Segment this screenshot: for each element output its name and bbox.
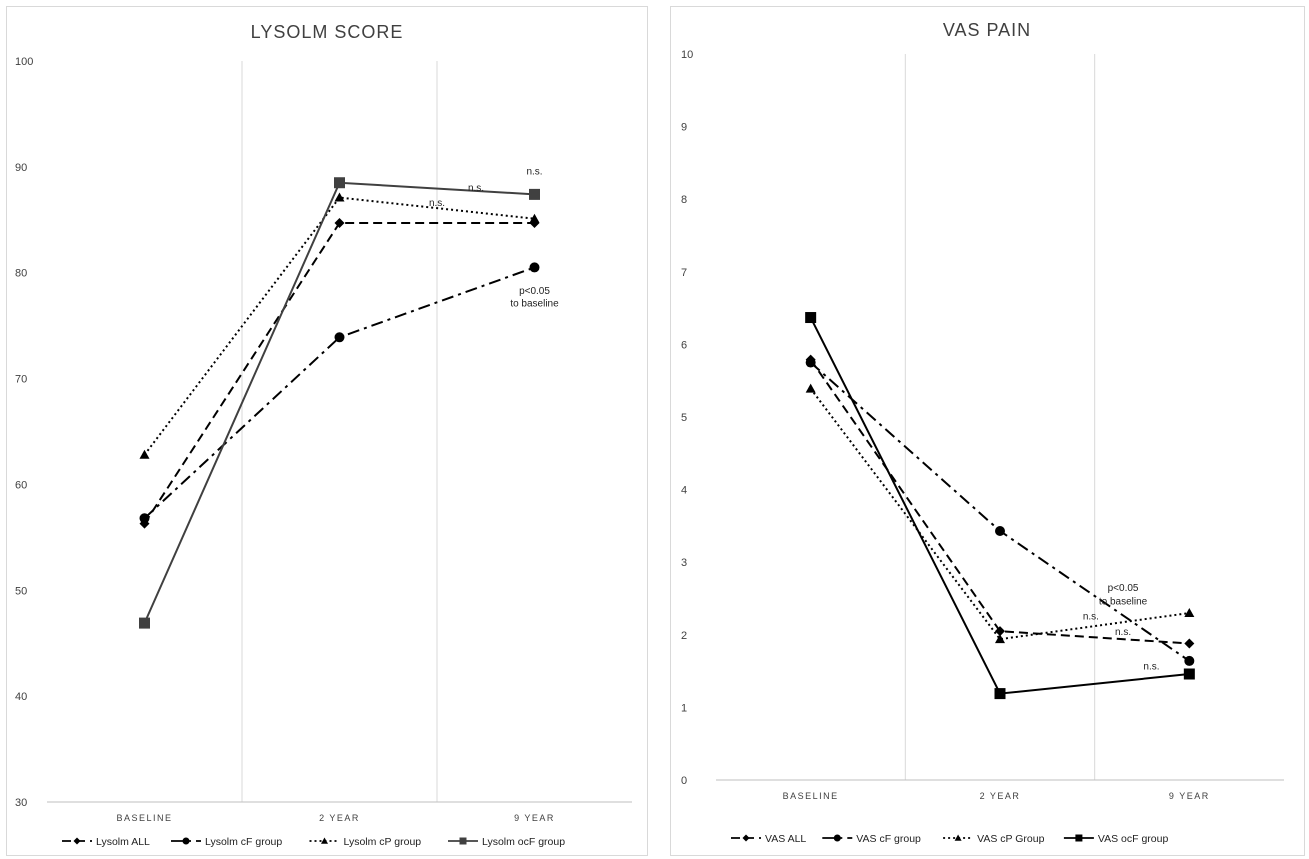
- lysolm-point-3-0: [139, 617, 150, 629]
- lysolm-annotation-0: n.s.: [526, 166, 542, 177]
- legend-marker-0: [742, 834, 750, 842]
- vas-legend-label-0: VAS ALL: [765, 833, 806, 845]
- vas-point-0-2: [1184, 638, 1195, 649]
- legend-marker-3: [459, 837, 467, 845]
- lysolm-series-line-3: [143, 181, 535, 624]
- lysolm-annotation-4: to baseline: [510, 299, 559, 310]
- lysolm-point-1-1: [334, 332, 345, 343]
- vas-point-3-2: [1183, 668, 1195, 680]
- lysolm-point-0-1: [334, 217, 345, 228]
- lysolm-y-tick-3: 60: [15, 479, 27, 491]
- lysolm-y-tick-5: 80: [15, 268, 27, 280]
- lysolm-annotation-2: n.s.: [429, 198, 445, 209]
- vas-y-tick-2: 2: [681, 630, 687, 642]
- legend-marker-0: [73, 837, 81, 845]
- lysolm-y-tick-7: 100: [15, 56, 33, 68]
- lysolm-series-line-0: [143, 221, 535, 525]
- vas-chart: VAS PAIN 0 1 2 3 4 5 6 7 8 9 10 BASELINE 2 YEAR 9 YEAR…: [681, 20, 1284, 845]
- vas-annotation-2: n.s.: [1083, 612, 1099, 623]
- lysolm-point-3-1: [334, 177, 345, 189]
- lysolm-x-tick-0: BASELINE: [116, 813, 172, 823]
- vas-x-tick-0: BASELINE: [783, 791, 839, 801]
- lysolm-y-tick-0: 30: [15, 797, 27, 809]
- vas-title: VAS PAIN: [943, 20, 1031, 40]
- vas-point-3-0: [805, 312, 817, 324]
- vas-y-tick-5: 5: [681, 412, 687, 424]
- legend-marker-3: [1075, 834, 1083, 842]
- lysolm-series-line-2: [143, 196, 535, 456]
- lysolm-x-tick-1: 2 YEAR: [319, 813, 360, 823]
- vas-point-1-1: [995, 525, 1005, 536]
- legend-marker-2: [321, 837, 328, 844]
- lysolm-point-1-0: [139, 513, 150, 524]
- legend-marker-1: [833, 834, 841, 842]
- vas-legend-label-1: VAS cF group: [856, 833, 921, 845]
- vas-y-tick-4: 4: [681, 485, 687, 497]
- lysolm-legend: Lysolm ALL Lysolm cF group Lysolm cP group…: [62, 836, 565, 848]
- vas-annotation-3: n.s.: [1115, 627, 1131, 638]
- lysolm-y-tick-2: 50: [15, 585, 27, 597]
- lysolm-point-2-2: [529, 213, 540, 223]
- vas-y-tick-3: 3: [681, 557, 687, 569]
- lysolm-series-line-1: [143, 266, 535, 520]
- lysolm-y-tick-4: 70: [15, 374, 27, 386]
- vas-series-line-1: [810, 361, 1190, 662]
- vas-x-tick-2: 9 YEAR: [1169, 791, 1210, 801]
- vas-point-3-1: [994, 688, 1006, 700]
- vas-y-tick-8: 8: [681, 194, 687, 206]
- lysolm-point-3-2: [529, 188, 540, 200]
- vas-point-2-2: [1184, 608, 1195, 618]
- vas-annotation-4: n.s.: [1143, 662, 1159, 673]
- vas-annotation-1: to baseline: [1099, 596, 1148, 607]
- vas-y-tick-0: 0: [681, 775, 687, 787]
- lysolm-point-2-0: [139, 449, 150, 459]
- lysolm-annotation-1: n.s.: [468, 183, 484, 194]
- vas-legend-label-3: VAS ocF group: [1098, 833, 1169, 845]
- legend-marker-1: [182, 837, 190, 845]
- lysolm-y-tick-6: 90: [15, 162, 27, 174]
- vas-x-tick-1: 2 YEAR: [980, 791, 1021, 801]
- lysolm-point-2-1: [334, 192, 345, 202]
- vas-point-1-0: [805, 357, 816, 368]
- legend-marker-2: [954, 834, 962, 841]
- lysolm-legend-label-0: Lysolm ALL: [96, 836, 150, 848]
- vas-point-2-0: [805, 383, 816, 393]
- vas-y-tick-7: 7: [681, 267, 687, 279]
- lysolm-chart-panel: LYSOLM SCORE 30 40 50 60 70 80 90 100 BASELINE 2 Y…: [6, 6, 648, 856]
- lysolm-legend-label-2: Lysolm cP group: [344, 836, 422, 848]
- vas-y-tick-9: 9: [681, 122, 687, 134]
- lysolm-x-tick-2: 9 YEAR: [514, 813, 555, 823]
- vas-y-tick-1: 1: [681, 702, 687, 714]
- vas-point-0-1: [995, 626, 1005, 637]
- lysolm-title: LYSOLM SCORE: [251, 22, 404, 42]
- lysolm-chart: LYSOLM SCORE 30 40 50 60 70 80 90 100 BASELINE 2 Y…: [15, 22, 632, 848]
- vas-legend: VAS ALL VAS cF group VAS cP Group VAS ocF g…: [731, 833, 1168, 845]
- vas-y-tick-6: 6: [681, 339, 687, 351]
- vas-annotation-0: p<0.05: [1108, 583, 1139, 594]
- vas-point-1-2: [1184, 655, 1195, 666]
- lysolm-annotation-3: p<0.05: [519, 286, 550, 297]
- vas-chart-panel: VAS PAIN 0 1 2 3 4 5 6 7 8 9 10 BASELINE 2 YEAR 9 YEAR…: [670, 6, 1305, 856]
- vas-series-line-2: [809, 388, 1190, 641]
- lysolm-legend-label-1: Lysolm cF group: [205, 836, 282, 848]
- lysolm-point-1-2: [529, 262, 540, 273]
- vas-point-2-1: [995, 634, 1005, 644]
- lysolm-y-tick-1: 40: [15, 691, 27, 703]
- lysolm-legend-label-3: Lysolm ocF group: [482, 836, 565, 848]
- vas-legend-label-2: VAS cP Group: [977, 833, 1044, 845]
- vas-y-tick-10: 10: [681, 49, 693, 61]
